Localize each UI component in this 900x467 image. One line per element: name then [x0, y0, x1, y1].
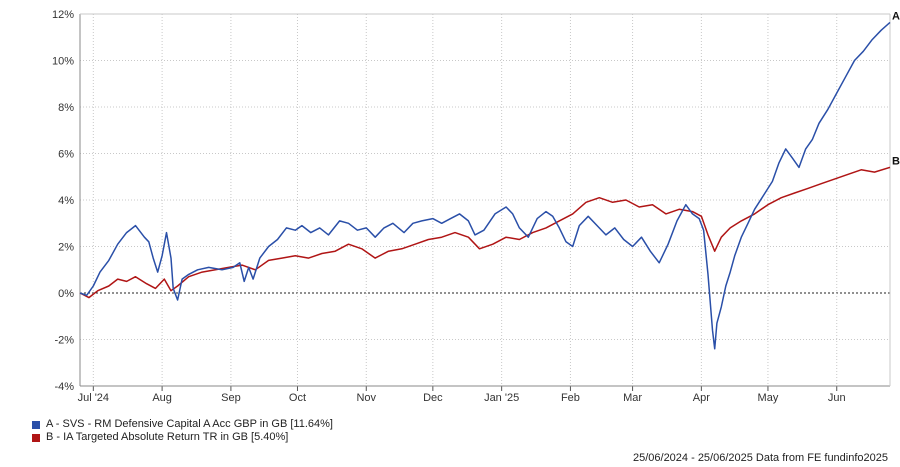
y-tick-label: 8% — [58, 102, 74, 114]
x-tick-label: Mar — [623, 392, 642, 404]
legend-item-a: A - SVS - RM Defensive Capital A Acc GBP… — [32, 418, 333, 431]
y-tick-label: 2% — [58, 242, 74, 254]
series-end-label-a: A — [892, 10, 900, 22]
x-tick-label: Apr — [693, 392, 710, 404]
series-line-a — [79, 21, 891, 350]
y-tick-label: 4% — [58, 195, 74, 207]
x-tick-label: Jul '24 — [78, 392, 109, 404]
legend: A - SVS - RM Defensive Capital A Acc GBP… — [32, 418, 333, 444]
x-tick-label: Jan '25 — [484, 392, 519, 404]
y-tick-label: 12% — [52, 9, 74, 21]
legend-label-a: A - SVS - RM Defensive Capital A Acc GBP… — [46, 418, 333, 430]
legend-swatch-a — [32, 420, 40, 429]
x-tick-label: Nov — [356, 392, 376, 404]
legend-label-b: B - IA Targeted Absolute Return TR in GB… — [46, 431, 289, 443]
y-tick-label: 6% — [58, 149, 74, 161]
series-line-b — [79, 166, 891, 299]
x-tick-label: Oct — [289, 392, 306, 404]
x-tick-label: Jun — [828, 392, 846, 404]
y-tick-label: 10% — [52, 56, 74, 68]
chart: -4% -2% 0% 2% 4% 6% 8% 10% 12% Jul '24 Aug Sep Oct No… — [52, 9, 900, 404]
legend-swatch-b — [32, 433, 40, 442]
x-tick-label: Dec — [423, 392, 443, 404]
y-tick-label: -2% — [54, 335, 74, 347]
y-tick-label: -4% — [54, 381, 74, 393]
x-tick-label: Aug — [152, 392, 172, 404]
grid — [80, 13, 890, 387]
series-layer: BA — [79, 10, 900, 350]
y-tick-label: 0% — [58, 288, 74, 300]
x-tick-label: Sep — [221, 392, 241, 404]
x-tick-label: Feb — [561, 392, 580, 404]
series-end-label-b: B — [892, 155, 900, 167]
footer-source: 25/06/2024 - 25/06/2025 Data from FE fun… — [632, 452, 888, 464]
axes: -4% -2% 0% 2% 4% 6% 8% 10% 12% Jul '24 Aug Sep Oct No… — [52, 9, 891, 404]
x-tick-label: May — [758, 392, 779, 404]
legend-item-b: B - IA Targeted Absolute Return TR in GB… — [32, 431, 333, 444]
